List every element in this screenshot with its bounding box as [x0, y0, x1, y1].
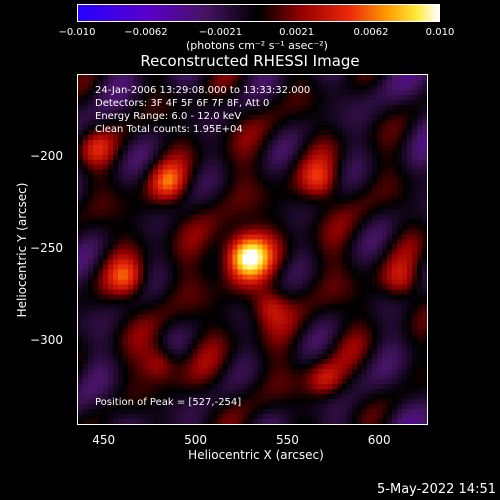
chart-title: Reconstructed RHESSI Image — [140, 52, 360, 70]
annotation-clean-counts: Clean Total counts: 1.95E+04 — [95, 124, 243, 135]
colorbar-tick-label: −0.010 — [58, 27, 96, 38]
colorbar-tick-label: −0.0062 — [124, 27, 168, 38]
heatmap-image — [78, 75, 427, 424]
colorbar — [77, 4, 440, 22]
x-tick-label: 450 — [92, 433, 116, 447]
y-tick-label: −250 — [30, 240, 63, 255]
annotation-time-range: 24-Jan-2006 13:29:08.000 to 13:33:32.000 — [95, 85, 311, 96]
colorbar-units-label: (photons cm⁻² s⁻¹ asec⁻²) — [186, 39, 328, 52]
colorbar-tick-label: 0.0021 — [279, 27, 315, 38]
x-tick-label: 500 — [184, 433, 207, 447]
annotation-detectors: Detectors: 3F 4F 5F 6F 7F 8F, Att 0 — [95, 98, 270, 109]
y-tick-label: −200 — [30, 148, 63, 163]
annotation-energy-range: Energy Range: 6.0 - 12.0 keV — [95, 111, 242, 122]
x-tick-label: 550 — [275, 433, 299, 447]
colorbar-tick-label: 0.010 — [425, 27, 455, 38]
datestamp: 5-May-2022 14:51 — [377, 482, 496, 497]
annotation-peak-position: Position of Peak = [527,-254] — [95, 397, 242, 408]
y-axis-label: Heliocentric Y (arcsec) — [15, 182, 29, 318]
x-axis-label: Heliocentric X (arcsec) — [188, 448, 324, 462]
x-tick-label: 600 — [367, 433, 391, 447]
colorbar-tick-label: −0.0021 — [198, 27, 243, 38]
y-tick-label: −300 — [30, 332, 63, 347]
colorbar-tick-label: 0.0062 — [353, 27, 389, 38]
